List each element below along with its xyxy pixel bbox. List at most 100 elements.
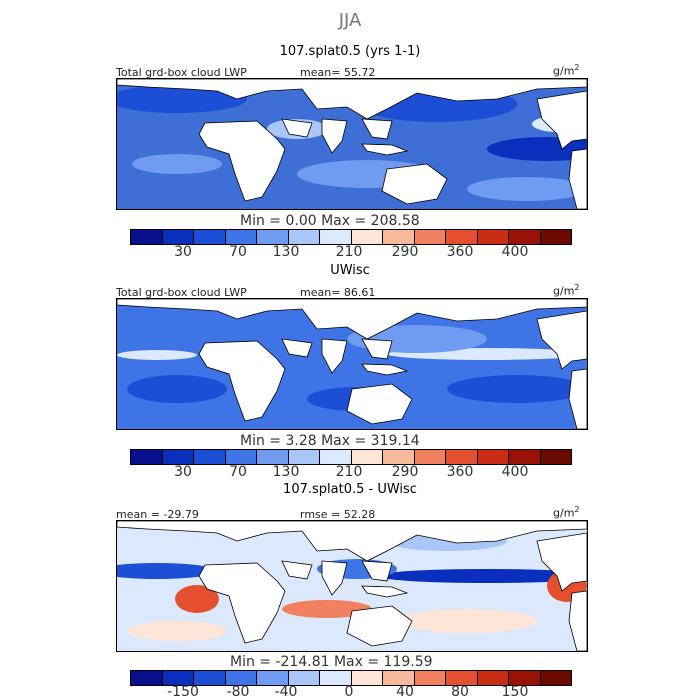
panel-3-tick: 40 (396, 684, 414, 700)
colorbar-segment (477, 230, 509, 244)
colorbar-segment (225, 230, 257, 244)
land-europe-asia (117, 79, 587, 120)
land-america (536, 532, 587, 592)
field-blob (117, 350, 197, 360)
colorbar-segment (288, 450, 320, 464)
colorbar-segment (194, 450, 226, 464)
panel-1-tick: 400 (501, 244, 529, 260)
land-seasia (361, 560, 393, 582)
panel-1-mean-label: mean= 55.72 (300, 66, 376, 79)
colorbar-segment (225, 450, 257, 464)
panel-3-map (116, 520, 588, 652)
panel-2-tick: 290 (391, 464, 419, 480)
panel-1-colorbar (130, 229, 572, 245)
land-indonesia (361, 585, 409, 598)
panel-2-title: UWisc (330, 263, 370, 278)
panel-2-tick: 130 (272, 464, 300, 480)
colorbar-segment (257, 230, 289, 244)
land-australia (346, 383, 413, 425)
land-indonesia (361, 363, 409, 376)
land-india (321, 338, 348, 374)
land-south-america (568, 590, 587, 651)
colorbar-segment (414, 450, 446, 464)
panel-3-title: 107.splat0.5 - UWisc (283, 482, 417, 497)
colorbar-segment (477, 450, 509, 464)
colorbar-segment (446, 450, 478, 464)
panel-3-mean-label: mean = -29.79 (116, 508, 199, 521)
panel-1-min-max: Min = 0.00 Max = 208.58 (240, 213, 420, 229)
land-south-america (568, 368, 587, 429)
colorbar-segment (194, 671, 226, 685)
colorbar-segment (477, 671, 509, 685)
colorbar-segment (383, 450, 415, 464)
panel-2-tick: 30 (174, 464, 192, 480)
panel-3-tick: 0 (344, 684, 354, 700)
colorbar-segment (446, 230, 478, 244)
panel-2-mean-label: mean= 86.61 (300, 286, 376, 299)
colorbar-segment (540, 230, 571, 244)
season-title: JJA (338, 10, 362, 31)
panel-1-title: 107.splat0.5 (yrs 1-1) (279, 44, 421, 59)
land-arabia (281, 118, 313, 138)
colorbar-segment (257, 450, 289, 464)
land-america (536, 90, 587, 150)
colorbar-segment (320, 671, 352, 685)
colorbar-segment (162, 230, 194, 244)
panel-2-tick: 400 (501, 464, 529, 480)
field-blob (175, 585, 219, 613)
colorbar-segment (414, 671, 446, 685)
panel-1-map (116, 78, 588, 210)
field-blob (282, 600, 372, 618)
panel-2-min-max: Min = 3.28 Max = 319.14 (240, 433, 420, 449)
colorbar-segment (383, 230, 415, 244)
field-blob (467, 177, 587, 201)
colorbar-segment (351, 671, 383, 685)
field-blob (377, 569, 587, 583)
panel-1-tick: 130 (272, 244, 300, 260)
field-blob (117, 85, 247, 113)
panel-3-tick: -80 (226, 684, 250, 700)
colorbar-segment (509, 671, 541, 685)
land-seasia (361, 118, 393, 140)
land-america (536, 310, 587, 370)
colorbar-segment (509, 230, 541, 244)
panel-3-tick: -40 (274, 684, 298, 700)
panel-3-tick: -150 (167, 684, 199, 700)
land-arabia (281, 560, 313, 580)
panel-3-tick: 80 (451, 684, 469, 700)
colorbar-segment (162, 671, 194, 685)
panel-1-tick: 70 (229, 244, 247, 260)
colorbar-segment (414, 230, 446, 244)
field-blob (117, 563, 217, 579)
colorbar-segment (446, 671, 478, 685)
colorbar-segment (540, 671, 571, 685)
panel-2-tick: 70 (229, 464, 247, 480)
colorbar-segment (383, 671, 415, 685)
panel-2-tick: 360 (446, 464, 474, 480)
panel-2-tick: 210 (335, 464, 363, 480)
colorbar-segment (162, 450, 194, 464)
panel-2-units: g/m2 (553, 283, 580, 298)
colorbar-segment (131, 450, 163, 464)
panel-2-map (116, 298, 588, 430)
land-africa (198, 562, 286, 644)
colorbar-segment (351, 230, 383, 244)
land-africa (198, 340, 286, 422)
field-blob (397, 609, 537, 633)
colorbar-segment (131, 230, 163, 244)
panel-2-variable-label: Total grd-box cloud LWP (116, 286, 247, 299)
panel-3-units: g/m2 (553, 505, 580, 520)
land-australia (381, 163, 448, 205)
field-blob (447, 375, 587, 403)
land-indonesia (361, 143, 409, 156)
colorbar-segment (257, 671, 289, 685)
land-arabia (281, 338, 313, 358)
panel-1-variable-label: Total grd-box cloud LWP (116, 66, 247, 79)
panel-3-map-svg (117, 521, 587, 651)
panel-1-tick: 360 (446, 244, 474, 260)
panel-3-tick: 150 (501, 684, 529, 700)
panel-2-map-svg (117, 299, 587, 429)
land-india (321, 118, 348, 154)
land-south-america (568, 148, 587, 209)
panel-1-map-svg (117, 79, 587, 209)
